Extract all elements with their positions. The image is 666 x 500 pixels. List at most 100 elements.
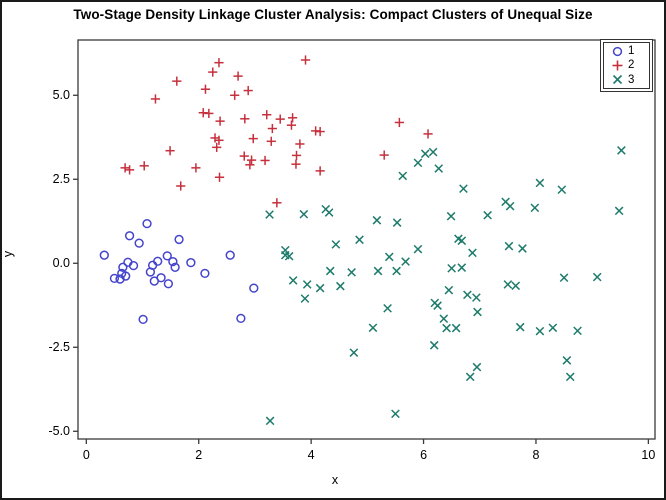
data-point-cluster-1 [134, 238, 144, 248]
data-point-cluster-3 [325, 266, 335, 276]
data-point-cluster-1 [249, 283, 259, 293]
y-tick-label: 0.0 [52, 256, 70, 271]
data-point-cluster-1 [128, 260, 139, 271]
legend-label: 2 [628, 59, 635, 72]
data-point-cluster-3 [288, 276, 298, 285]
x-tick-label: 4 [307, 448, 315, 462]
data-point-cluster-3 [429, 340, 439, 350]
data-point-cluster-1 [153, 256, 163, 266]
data-point-cluster-3 [565, 372, 575, 382]
data-point-cluster-3 [451, 323, 461, 333]
data-point-cluster-3 [557, 185, 567, 195]
data-point-cluster-3 [280, 250, 290, 260]
legend-marker-shape [612, 75, 623, 85]
data-point-cluster-3 [483, 210, 492, 220]
legend-row-cluster-1: 1 [604, 44, 649, 58]
data-point-cluster-3 [265, 210, 274, 219]
y-tick-label: 2.5 [52, 172, 70, 187]
data-point-cluster-1 [174, 234, 184, 245]
data-point-cluster-3 [300, 294, 310, 303]
data-point-cluster-3 [559, 273, 569, 283]
data-point-cluster-3 [384, 252, 394, 262]
data-point-cluster-3 [459, 184, 468, 194]
y-tick-label: -5.0 [48, 424, 70, 439]
data-point-cluster-3 [518, 244, 527, 253]
data-point-cluster-3 [368, 323, 378, 333]
data-point-cluster-3 [614, 206, 624, 216]
data-point-cluster-3 [530, 203, 540, 213]
data-point-cluster-3 [413, 158, 423, 168]
data-point-cluster-3 [505, 201, 515, 211]
data-point-cluster-3 [355, 235, 364, 245]
data-point-cluster-3 [573, 326, 582, 336]
y-tick-label: -2.5 [48, 340, 70, 355]
data-point-cluster-3 [535, 326, 545, 336]
data-point-cluster-1 [138, 314, 148, 325]
chart-title: Two-Stage Density Linkage Cluster Analys… [73, 7, 593, 22]
y-tick-label: 5.0 [52, 88, 70, 103]
data-point-cluster-3 [535, 178, 545, 188]
data-point-cluster-3 [447, 263, 456, 273]
data-point-cluster-1 [163, 279, 174, 289]
data-point-cluster-3 [420, 149, 430, 159]
legend-label: 1 [628, 45, 635, 58]
data-point-cluster-3 [391, 409, 400, 419]
data-point-cluster-3 [439, 314, 449, 324]
data-point-cluster-1 [186, 257, 196, 268]
data-point-cluster-3 [302, 280, 312, 289]
data-point-cluster-3 [428, 147, 438, 157]
legend-circle-icon [612, 46, 623, 56]
data-point-cluster-3 [324, 208, 334, 217]
x-tick-label: 2 [195, 448, 203, 462]
data-point-cluster-3 [299, 209, 309, 219]
data-point-cluster-1 [162, 251, 172, 261]
legend-row-cluster-3: 3 [604, 73, 649, 87]
data-point-cluster-3 [265, 416, 275, 426]
legend-plus-icon [612, 60, 623, 71]
data-point-cluster-1 [142, 218, 152, 229]
data-point-cluster-3 [463, 290, 472, 300]
data-point-cluster-3 [373, 266, 383, 276]
data-point-cluster-3 [392, 218, 402, 227]
data-point-cluster-3 [383, 303, 392, 313]
data-point-cluster-3 [472, 293, 481, 302]
data-point-cluster-3 [457, 236, 467, 246]
data-point-cluster-1 [118, 262, 128, 272]
data-point-cluster-1 [225, 250, 235, 260]
data-point-cluster-1 [99, 250, 109, 260]
data-point-cluster-3 [433, 301, 442, 310]
data-point-cluster-3 [444, 285, 454, 295]
y-axis-label: y [1, 250, 16, 258]
data-point-cluster-1 [170, 262, 180, 272]
data-point-cluster-3 [511, 281, 521, 291]
x-axis-label: x [331, 473, 339, 487]
data-point-cluster-3 [457, 263, 467, 272]
data-point-cluster-1 [124, 231, 135, 241]
x-tick-label: 8 [532, 448, 540, 462]
data-point-cluster-3 [372, 215, 382, 225]
data-point-cluster-3 [347, 268, 356, 277]
data-point-cluster-3 [617, 146, 626, 155]
data-point-cluster-3 [465, 372, 475, 382]
data-point-cluster-3 [562, 356, 572, 365]
legend-label: 3 [628, 73, 635, 86]
data-point-cluster-3 [503, 280, 513, 289]
legend-row-cluster-2: 2 [604, 58, 649, 72]
data-point-cluster-3 [336, 281, 345, 291]
data-point-cluster-3 [468, 248, 477, 258]
x-tick-label: 6 [420, 448, 428, 462]
data-point-cluster-3 [592, 272, 602, 282]
data-point-cluster-1 [145, 267, 156, 277]
data-point-cluster-3 [315, 283, 325, 293]
data-point-cluster-1 [115, 274, 125, 284]
data-point-cluster-3 [434, 164, 444, 173]
data-point-cluster-3 [454, 234, 463, 244]
data-point-cluster-3 [472, 362, 482, 372]
data-point-cluster-3 [446, 211, 456, 221]
data-point-cluster-1 [200, 268, 210, 279]
legend-x-icon [612, 75, 623, 85]
